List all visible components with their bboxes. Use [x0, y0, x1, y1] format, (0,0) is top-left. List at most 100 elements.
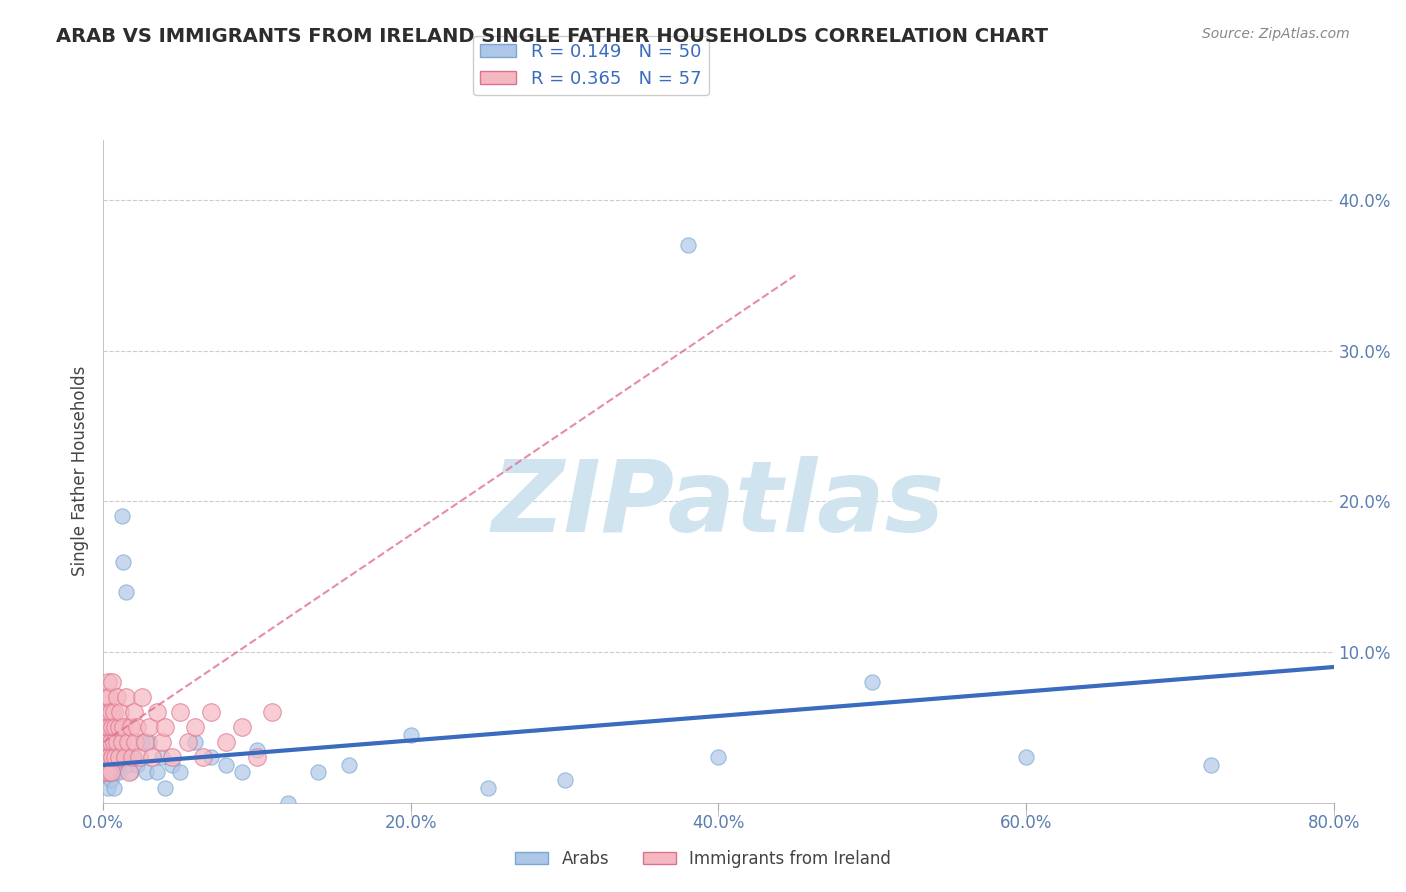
Point	[117, 758, 139, 772]
Point	[115, 690, 138, 705]
Point	[477, 780, 499, 795]
Point	[100, 705, 122, 719]
Point	[101, 750, 124, 764]
Point	[121, 750, 143, 764]
Point	[97, 758, 120, 772]
Point	[131, 690, 153, 705]
Legend: R = 0.149   N = 50, R = 0.365   N = 57: R = 0.149 N = 50, R = 0.365 N = 57	[472, 36, 709, 95]
Point	[122, 750, 145, 764]
Point	[177, 735, 200, 749]
Point	[150, 735, 173, 749]
Point	[97, 720, 120, 734]
Point	[96, 750, 118, 764]
Point	[191, 750, 214, 764]
Point	[114, 750, 136, 764]
Point	[117, 735, 139, 749]
Point	[134, 735, 156, 749]
Point	[100, 765, 122, 780]
Point	[1199, 758, 1222, 772]
Point	[122, 705, 145, 719]
Point	[93, 735, 115, 749]
Point	[141, 750, 163, 764]
Point	[110, 509, 132, 524]
Point	[146, 765, 169, 780]
Point	[860, 675, 883, 690]
Point	[118, 765, 141, 780]
Point	[124, 735, 146, 749]
Point	[108, 705, 131, 719]
Point	[97, 735, 120, 749]
Point	[104, 765, 127, 780]
Point	[107, 750, 129, 764]
Point	[96, 765, 118, 780]
Point	[200, 705, 222, 719]
Point	[120, 720, 142, 734]
Point	[153, 720, 176, 734]
Point	[98, 750, 121, 764]
Point	[112, 555, 135, 569]
Text: Source: ZipAtlas.com: Source: ZipAtlas.com	[1202, 27, 1350, 41]
Text: ARAB VS IMMIGRANTS FROM IRELAND SINGLE FATHER HOUSEHOLDS CORRELATION CHART: ARAB VS IMMIGRANTS FROM IRELAND SINGLE F…	[56, 27, 1049, 45]
Point	[150, 750, 173, 764]
Point	[169, 765, 191, 780]
Point	[103, 705, 125, 719]
Point	[97, 675, 120, 690]
Point	[100, 743, 122, 757]
Point	[215, 758, 238, 772]
Point	[93, 765, 115, 780]
Point	[184, 735, 207, 749]
Point	[125, 720, 148, 734]
Point	[105, 750, 128, 764]
Point	[262, 705, 284, 719]
Point	[169, 705, 191, 719]
Point	[98, 765, 121, 780]
Point	[101, 765, 124, 780]
Point	[162, 758, 184, 772]
Point	[97, 705, 120, 719]
Point	[96, 720, 118, 734]
Point	[131, 735, 153, 749]
Point	[231, 765, 253, 780]
Point	[93, 750, 115, 764]
Point	[107, 720, 129, 734]
Point	[96, 735, 118, 749]
Point	[101, 720, 124, 734]
Point	[277, 796, 299, 810]
Point	[135, 765, 157, 780]
Point	[707, 750, 730, 764]
Point	[138, 735, 160, 749]
Point	[107, 765, 129, 780]
Point	[96, 690, 118, 705]
Point	[100, 735, 122, 749]
Text: ZIPatlas: ZIPatlas	[492, 456, 945, 553]
Point	[105, 690, 128, 705]
Legend: Arabs, Immigrants from Ireland: Arabs, Immigrants from Ireland	[508, 844, 898, 875]
Point	[231, 720, 253, 734]
Point	[103, 780, 125, 795]
Point	[100, 772, 122, 787]
Point	[103, 735, 125, 749]
Point	[120, 765, 142, 780]
Point	[146, 705, 169, 719]
Point	[246, 743, 269, 757]
Point	[184, 720, 207, 734]
Point	[107, 720, 129, 734]
Point	[103, 758, 125, 772]
Point	[115, 584, 138, 599]
Point	[105, 735, 128, 749]
Point	[200, 750, 222, 764]
Point	[399, 728, 422, 742]
Point	[104, 735, 127, 749]
Point	[246, 750, 269, 764]
Point	[98, 720, 121, 734]
Point	[162, 750, 184, 764]
Point	[554, 772, 576, 787]
Point	[97, 765, 120, 780]
Point	[98, 690, 121, 705]
Point	[110, 735, 132, 749]
Point	[100, 735, 122, 749]
Point	[215, 735, 238, 749]
Point	[128, 750, 150, 764]
Point	[97, 780, 120, 795]
Point	[112, 720, 135, 734]
